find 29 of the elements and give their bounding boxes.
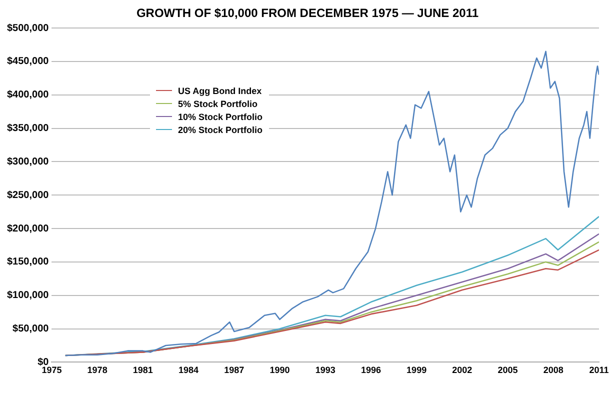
x-tick-label: 1996 [360,365,381,376]
legend-label: US Agg Bond Index [178,86,262,96]
y-tick-label: $300,000 [6,156,50,168]
x-tick-label: 1975 [42,365,62,376]
legend-label: 10% Stock Portfolio [178,112,263,122]
y-tick-label: $400,000 [6,90,50,101]
x-tick-label: 2008 [543,365,564,376]
y-tick-label: $450,000 [6,56,50,68]
y-tick-label: $350,000 [6,123,50,134]
y-tick-label: $200,000 [6,223,50,234]
y-tick-label: $50,000 [12,324,50,335]
x-tick-label: 1990 [270,365,290,376]
x-tick-label: 1978 [87,365,108,376]
x-tick-label: 2011 [589,365,609,376]
chart-title: GROWTH OF $10,000 FROM DECEMBER 1975 — JUNE 2011 [135,6,480,20]
x-tick-label: 1999 [406,365,427,376]
x-tick-label: 1987 [224,365,244,376]
legend-label: 20% Stock Portfolio [178,124,263,134]
y-tick-label: $500,000 [6,22,50,34]
y-tick-label: $0 [38,356,50,368]
y-tick-label: $250,000 [6,190,50,201]
x-tick-label: 2005 [498,365,518,376]
legend-label: 5% Stock Portfolio [178,98,258,108]
x-tick-label: 2002 [452,365,472,376]
x-tick-label: 1984 [178,365,199,376]
x-tick-label: 1981 [132,365,153,376]
y-tick-label: $100,000 [6,290,50,302]
y-tick-label: $150,000 [6,256,50,268]
x-tick-label: 1993 [315,365,336,376]
